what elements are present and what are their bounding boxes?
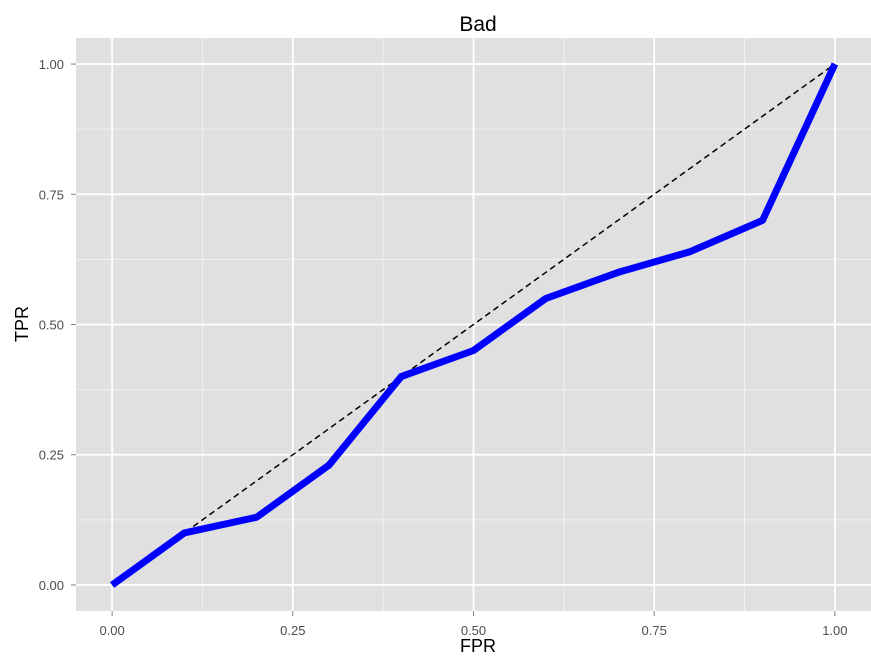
- y-tick-label: 0.00: [39, 578, 64, 593]
- x-tick-label: 0.50: [461, 623, 486, 638]
- x-tick-label: 0.00: [99, 623, 124, 638]
- series-line: [110, 62, 839, 588]
- y-tick-label: 0.75: [39, 187, 64, 202]
- x-tick-label: 1.00: [822, 623, 847, 638]
- y-axis-label: TPR: [12, 306, 32, 342]
- y-axis: 0.00 0.25 0.50 0.75 1.00: [39, 57, 76, 593]
- diagonal-reference-line: [111, 63, 836, 586]
- y-tick-label: 1.00: [39, 57, 64, 72]
- chart-title: Bad: [459, 13, 496, 36]
- y-tick-label: 0.50: [39, 318, 64, 333]
- y-tick-label: 0.25: [39, 448, 64, 463]
- x-axis: 0.00 0.25 0.50 0.75 1.00: [99, 611, 848, 638]
- x-tick-label: 0.25: [280, 623, 305, 638]
- x-axis-label: FPR: [460, 636, 496, 656]
- x-tick-label: 0.75: [642, 623, 667, 638]
